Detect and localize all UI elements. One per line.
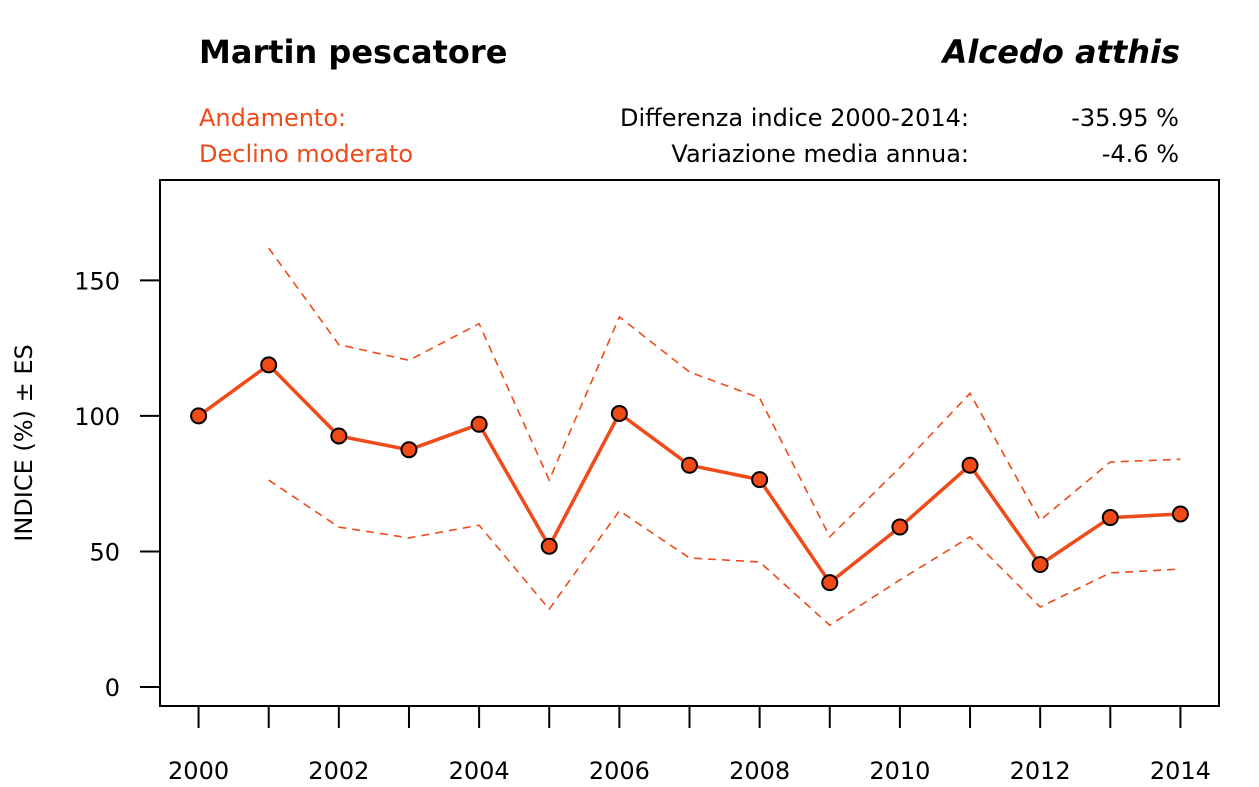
series-layer <box>190 247 1189 627</box>
data-point <box>1101 509 1119 527</box>
index-difference-value: -35.95 % <box>1071 104 1179 132</box>
data-point <box>821 574 839 592</box>
data-point <box>891 518 909 536</box>
data-point <box>751 471 769 489</box>
species-scientific-name: Alcedo atthis <box>942 33 1180 71</box>
index-difference-label: Differenza indice 2000-2014: <box>620 104 969 132</box>
data-point <box>470 415 488 433</box>
data-point <box>961 456 979 474</box>
trend-value: Declino moderato <box>199 140 414 168</box>
data-point <box>681 456 698 474</box>
y-axis-label: INDICE (%) ± ES <box>10 344 38 541</box>
x-tick-label: 2004 <box>449 757 510 785</box>
y-axis: 0 50 100 150 <box>74 267 160 702</box>
lower-error-line <box>268 479 1181 627</box>
y-tick-label: 50 <box>89 538 120 566</box>
x-tick-label: 2006 <box>589 757 650 785</box>
plot-frame <box>159 179 1220 707</box>
annual-change-label: Variazione media annua: <box>671 140 969 168</box>
x-tick-label: 2008 <box>729 757 790 785</box>
trend-label: Andamento: <box>199 104 347 132</box>
index-line <box>197 363 1181 585</box>
upper-error-line <box>268 247 1181 539</box>
x-tick-label: 2010 <box>869 757 930 785</box>
data-point <box>1171 505 1189 523</box>
data-point <box>540 537 558 555</box>
annual-change-value: -4.6 % <box>1101 140 1179 168</box>
data-point <box>190 407 208 425</box>
y-tick-label: 150 <box>74 267 120 295</box>
y-tick-label: 100 <box>74 403 120 431</box>
data-point <box>260 356 278 374</box>
species-common-name: Martin pescatore <box>199 33 508 71</box>
data-point <box>400 441 418 459</box>
x-axis: 2000 2002 2004 2006 2008 2010 2012 2014 <box>168 706 1211 785</box>
x-tick-label: 2012 <box>1010 757 1071 785</box>
x-tick-label: 2000 <box>168 757 229 785</box>
y-tick-label: 0 <box>105 674 120 702</box>
data-point <box>610 404 628 422</box>
x-tick-label: 2002 <box>308 757 369 785</box>
data-point <box>330 427 348 445</box>
x-tick-label: 2014 <box>1150 757 1211 785</box>
data-point <box>1031 555 1049 573</box>
